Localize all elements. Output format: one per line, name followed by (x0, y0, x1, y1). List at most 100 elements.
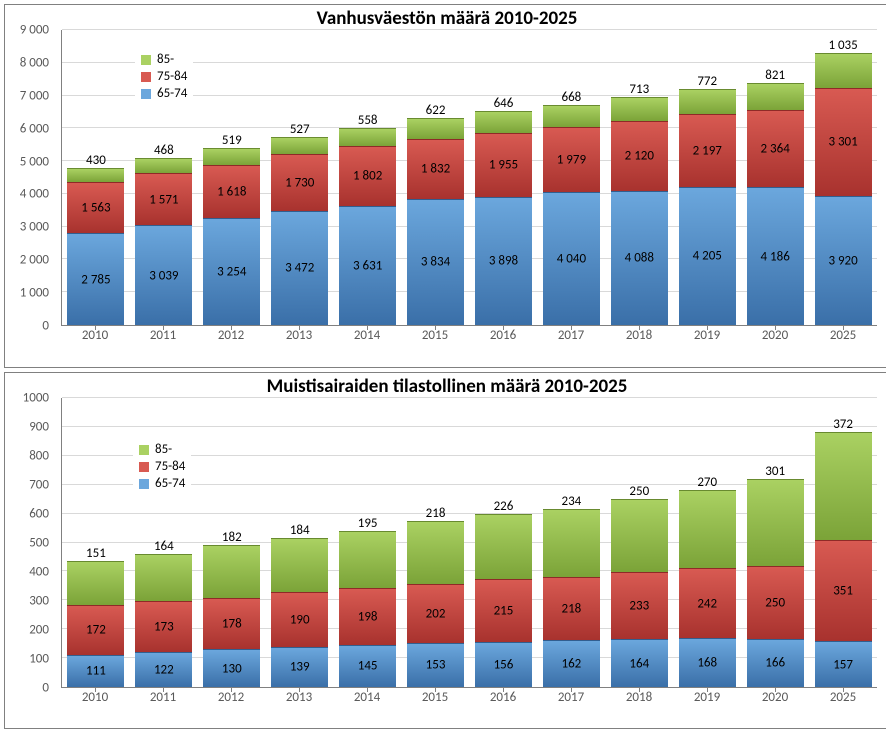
bar-slot: 145198195 (334, 398, 402, 687)
bar-segment-85-: 1 035 (815, 53, 872, 87)
bar-stack: 3 6311 802558 (339, 128, 396, 325)
x-tick-label: 2010 (61, 326, 129, 346)
y-tick-label: 800 (29, 449, 49, 464)
legend-label: 75-84 (155, 459, 185, 476)
bar-stack: 157351372 (815, 432, 872, 687)
bar-value-label: 157 (815, 657, 872, 672)
x-tick-label: 2013 (265, 326, 333, 346)
bar-value-label: 527 (271, 122, 328, 137)
bar-segment-65-74: 168 (679, 638, 736, 687)
bar-slot: 3 4721 730527 (266, 30, 334, 325)
bar-value-label: 151 (67, 546, 124, 561)
bar-segment-65-74: 166 (747, 639, 804, 687)
legend-label: 75-84 (157, 69, 187, 86)
y-tick-label: 2 000 (20, 253, 49, 268)
bar-value-label: 1 832 (407, 162, 464, 177)
bar-stack: 4 2052 197772 (679, 89, 736, 325)
bar-slot: 4 0882 120713 (605, 30, 673, 325)
bar-segment-65-74: 153 (407, 643, 464, 687)
bar-value-label: 1 618 (203, 184, 260, 199)
legend-swatch (139, 445, 149, 455)
bar-segment-85-: 301 (747, 479, 804, 566)
bar-value-label: 1 955 (475, 158, 532, 173)
legend-swatch (141, 89, 151, 99)
bar-value-label: 145 (339, 659, 396, 674)
bar-value-label: 173 (135, 620, 192, 635)
bar-value-label: 4 040 (543, 252, 600, 267)
bar-value-label: 166 (747, 656, 804, 671)
bar-slot: 111172151 (62, 398, 130, 687)
bar-value-label: 250 (747, 596, 804, 611)
bar-value-label: 122 (135, 662, 192, 677)
bar-segment-65-74: 164 (611, 639, 668, 687)
chart-bottom-plot: 0100200300400500600700800900100011117215… (5, 398, 886, 708)
bar-slot: 4 0401 979668 (537, 30, 605, 325)
bar-segment-65-74: 3 039 (135, 225, 192, 325)
bar-stack: 145198195 (339, 531, 396, 687)
x-tick-label: 2013 (265, 688, 333, 708)
bar-value-label: 2 197 (679, 144, 736, 159)
bar-value-label: 519 (203, 133, 260, 148)
bar-value-label: 3 472 (271, 261, 328, 276)
bar-segment-75-84: 233 (611, 572, 668, 640)
bar-segment-65-74: 111 (67, 655, 124, 687)
bar-value-label: 3 301 (815, 135, 872, 150)
bar-slot: 168242270 (673, 398, 741, 687)
x-tick-label: 2018 (605, 688, 673, 708)
bar-segment-65-74: 3 834 (407, 199, 464, 325)
bar-segment-75-84: 242 (679, 568, 736, 638)
y-tick-label: 4 000 (20, 187, 49, 202)
bar-segment-65-74: 156 (475, 642, 532, 687)
bar-segment-75-84: 198 (339, 588, 396, 645)
bar-stack: 153202218 (407, 521, 464, 687)
bar-value-label: 168 (679, 656, 736, 671)
legend-label: 65-74 (157, 86, 187, 103)
bar-segment-85-: 646 (475, 111, 532, 132)
bar-stack: 162218234 (543, 509, 600, 687)
bar-segment-65-74: 139 (271, 647, 328, 687)
bar-stack: 2 7851 563430 (67, 168, 124, 325)
y-tick-label: 9 000 (20, 23, 49, 38)
x-axis: 2010201120122013201420152016201720182019… (61, 326, 877, 346)
bar-stack: 3 4721 730527 (271, 137, 328, 325)
bar-slot: 4 2052 197772 (673, 30, 741, 325)
legend-swatch (139, 462, 149, 472)
legend-label: 85- (157, 52, 174, 69)
x-tick-label: 2016 (469, 688, 537, 708)
bar-value-label: 1 035 (815, 38, 872, 53)
x-tick-label: 2015 (401, 688, 469, 708)
x-tick-label: 2019 (673, 688, 741, 708)
bar-stack: 4 1862 364821 (747, 83, 804, 325)
bar-slot: 3 9203 3011 035 (809, 30, 877, 325)
legend-item: 85- (139, 442, 185, 459)
legend-item: 65-74 (139, 476, 185, 493)
bar-segment-75-84: 202 (407, 584, 464, 643)
bar-segment-65-74: 4 186 (747, 187, 804, 325)
bar-segment-65-74: 122 (135, 652, 192, 687)
bar-segment-75-84: 351 (815, 540, 872, 642)
x-tick-label: 2020 (741, 326, 809, 346)
bar-value-label: 4 088 (611, 251, 668, 266)
bar-value-label: 198 (339, 609, 396, 624)
legend-item: 75-84 (141, 69, 187, 86)
bar-stack: 4 0882 120713 (611, 97, 668, 325)
bar-value-label: 430 (67, 153, 124, 168)
bar-segment-75-84: 1 563 (67, 182, 124, 233)
chart-bottom-title: Muistisairaiden tilastollinen määrä 2010… (5, 373, 886, 398)
bar-value-label: 182 (203, 530, 260, 545)
x-tick-label: 2011 (129, 326, 197, 346)
bar-value-label: 130 (203, 661, 260, 676)
bar-value-label: 3 834 (407, 255, 464, 270)
bar-value-label: 622 (407, 103, 464, 118)
bar-segment-75-84: 178 (203, 598, 260, 650)
bar-segment-85-: 250 (611, 499, 668, 572)
bar-value-label: 111 (67, 664, 124, 679)
bar-segment-75-84: 3 301 (815, 88, 872, 197)
bar-segment-75-84: 218 (543, 577, 600, 640)
y-tick-label: 5 000 (20, 154, 49, 169)
bar-slot: 3 834 1 832 622 (402, 30, 470, 325)
bar-stack: 3 8341 832622 (407, 118, 464, 325)
y-axis: 01 0002 0003 0004 0005 0006 0007 0008 00… (5, 30, 55, 326)
bar-value-label: 3 898 (475, 254, 532, 269)
y-tick-label: 600 (29, 507, 49, 522)
